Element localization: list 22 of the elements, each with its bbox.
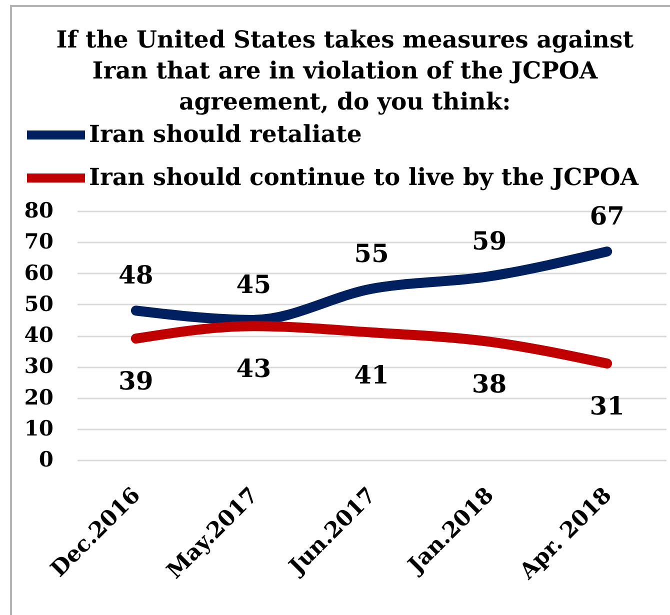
y-tick-label: 0 [38, 446, 54, 472]
data-label: 48 [118, 260, 154, 290]
data-label: 41 [354, 360, 389, 390]
data-label: 67 [590, 201, 624, 230]
data-label: 55 [354, 238, 389, 268]
data-label: 31 [590, 392, 624, 421]
y-tick-label: 30 [24, 353, 54, 378]
data-label: 45 [236, 270, 272, 299]
y-tick-label: 20 [24, 384, 54, 410]
y-tick-label: 80 [24, 198, 54, 222]
y-tick-label: 10 [24, 415, 54, 440]
y-tick-label: 60 [24, 260, 54, 285]
y-tick-label: 50 [24, 290, 54, 316]
data-label: 59 [472, 226, 507, 256]
legend-label: Iran should retaliate [89, 120, 362, 148]
data-label: 39 [118, 366, 154, 396]
legend-label: Iran should continue to live by the JCPOA [89, 163, 640, 191]
y-tick-label: 70 [24, 228, 54, 254]
data-label: 43 [236, 354, 272, 384]
chart-title: If the United States takes measures against Iran that are in violation of the JCPOA agreement, do you think: [56, 26, 634, 116]
y-tick-label: 40 [24, 322, 54, 347]
data-label: 38 [472, 370, 507, 399]
